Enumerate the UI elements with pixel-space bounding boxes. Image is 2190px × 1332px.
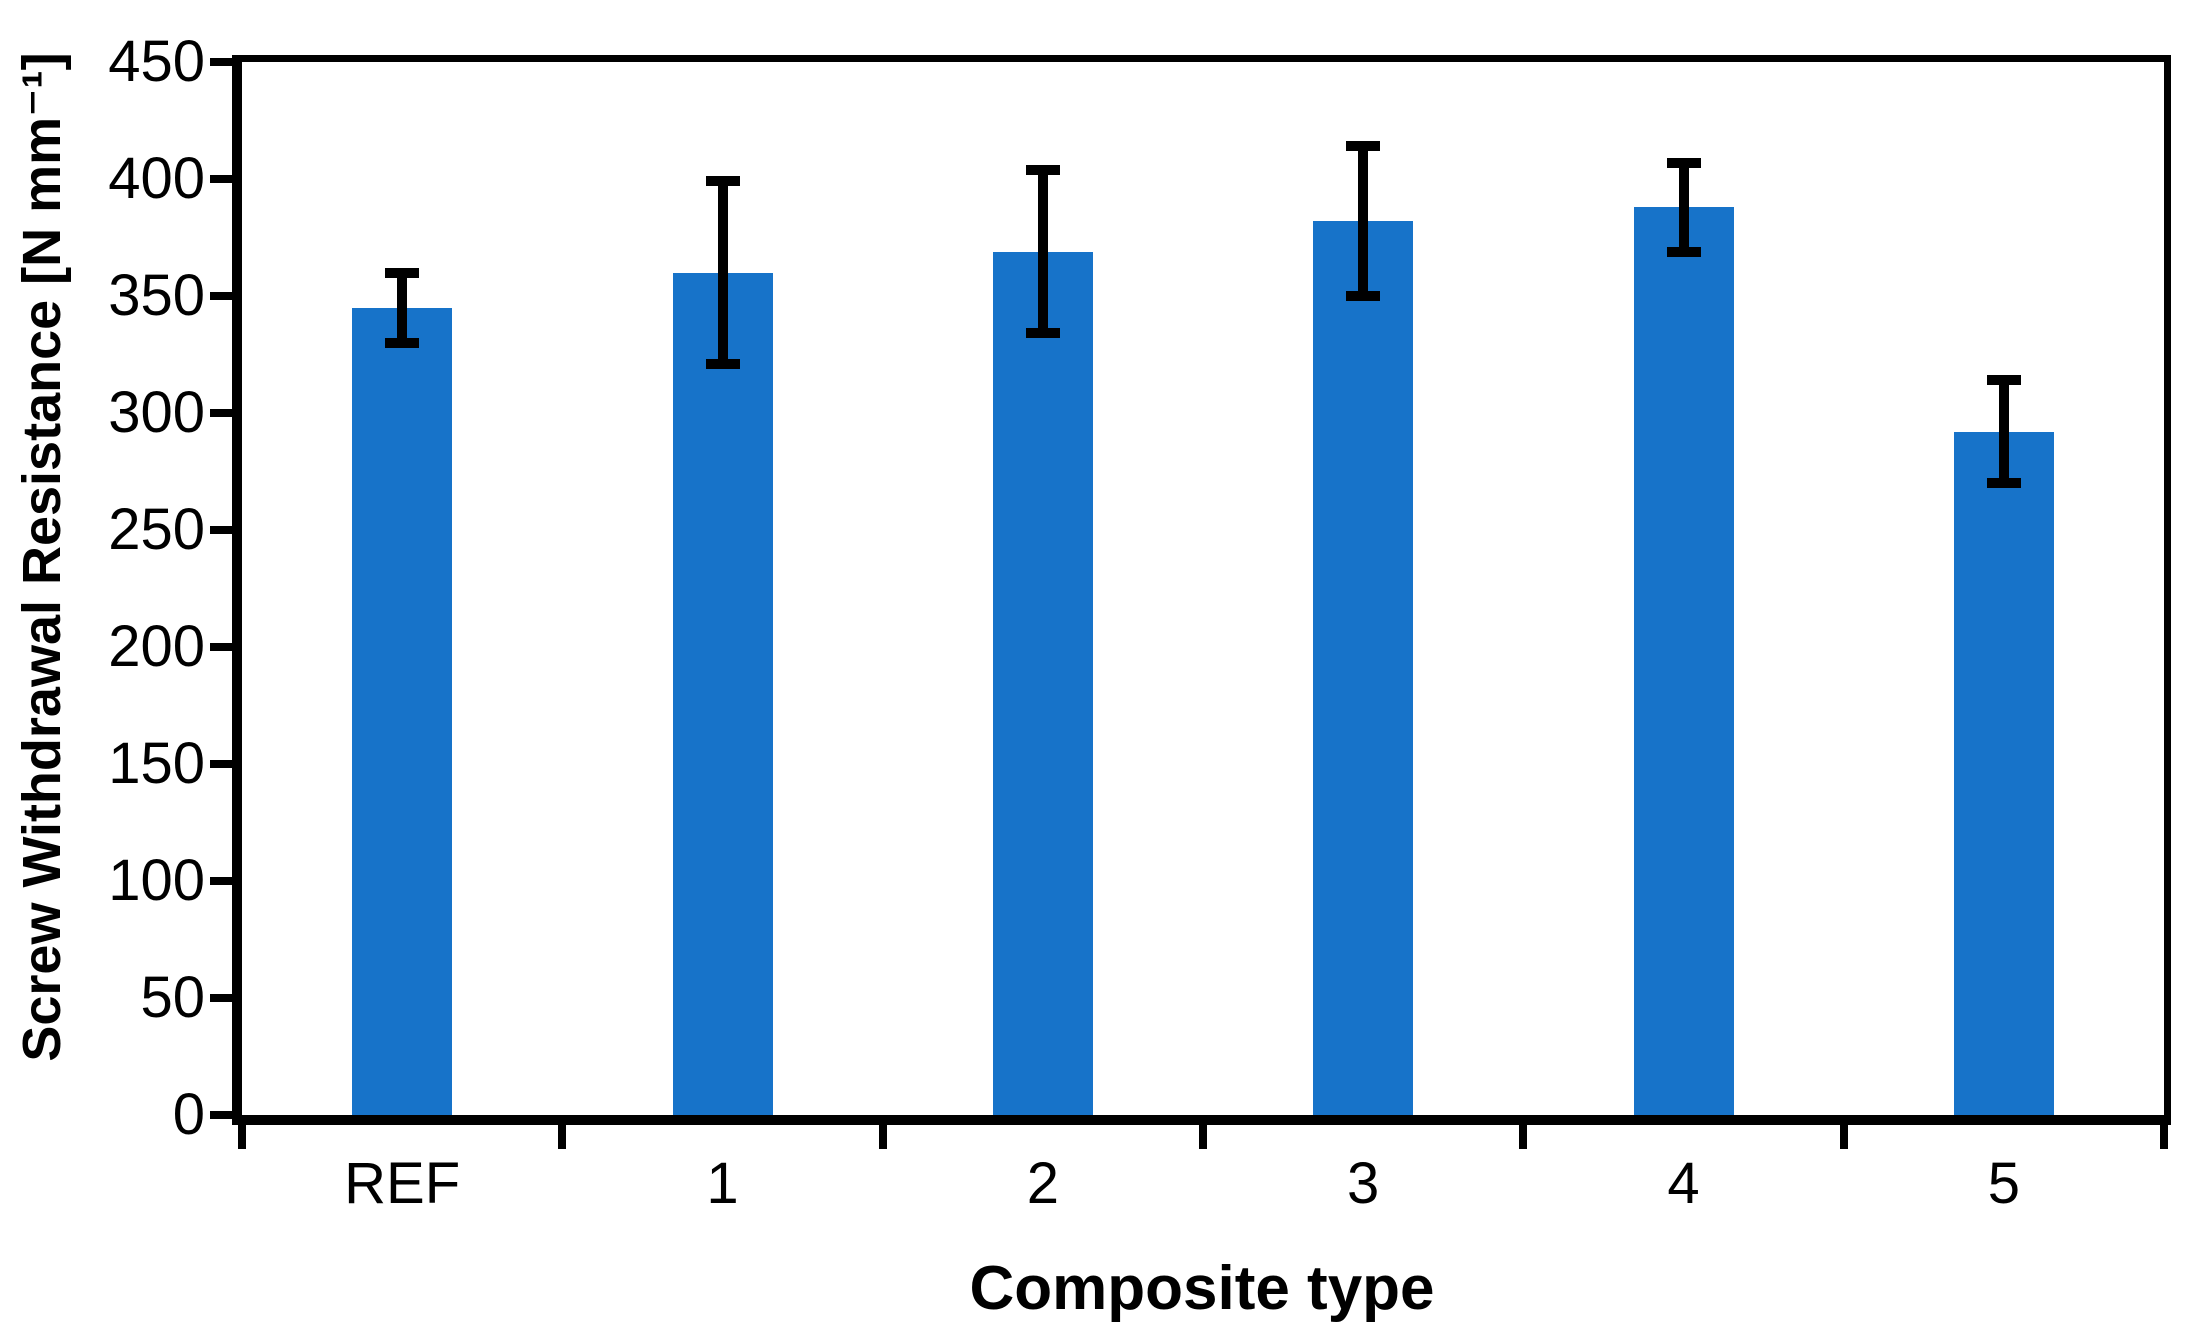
error-bar-line — [1037, 169, 1048, 334]
error-bar-cap-top — [1666, 157, 1701, 168]
y-tick-label: 50 — [140, 965, 205, 1030]
y-tick-label: 400 — [108, 146, 205, 211]
error-bar-cap-top — [385, 267, 420, 278]
error-bar-cap-bottom — [1986, 478, 2021, 489]
y-tick-label: 300 — [108, 380, 205, 445]
y-tick-label: 200 — [108, 614, 205, 679]
bar-5 — [1953, 431, 2054, 1115]
x-axis-tick — [878, 1125, 887, 1149]
y-axis-tick — [210, 175, 232, 183]
y-tick-label: 250 — [108, 497, 205, 562]
y-tick-label: 450 — [108, 29, 205, 94]
x-tick-label-1: 1 — [706, 1151, 739, 1216]
y-axis-tick — [210, 409, 232, 417]
y-tick-label: 150 — [108, 731, 205, 796]
plot-area: 0 50 100 150 200 250 300 350 400 450 REF 1 2 3 4 5 — [108, 33, 2171, 1213]
x-tick-label-3: 3 — [1347, 1151, 1380, 1216]
bar-1 — [672, 272, 773, 1115]
error-bar-cap-bottom — [1025, 328, 1060, 339]
x-tick-label-ref: REF — [344, 1151, 461, 1216]
plot-inner-area: 0 50 100 150 200 250 300 350 400 450 REF 1 2 3 4 5 — [108, 33, 2168, 1213]
x-tick-label-2: 2 — [1026, 1151, 1059, 1216]
error-bar-line — [397, 272, 408, 343]
error-bar-cap-top — [1346, 141, 1381, 152]
y-axis-tick — [210, 877, 232, 885]
x-tick-label-5: 5 — [1987, 1151, 2020, 1216]
x-axis-tick — [1839, 1125, 1848, 1149]
y-tick-label: 0 — [172, 1082, 205, 1147]
y-axis-tick — [210, 760, 232, 768]
x-axis-tick — [2160, 1125, 2168, 1149]
y-axis-tick — [210, 292, 232, 300]
x-axis-tick — [238, 1125, 246, 1149]
error-bar-line — [717, 181, 728, 364]
y-axis-tick — [210, 994, 232, 1002]
error-bar-cap-bottom — [1666, 246, 1701, 257]
error-bar-cap-top — [1025, 164, 1060, 175]
y-axis-tick — [210, 58, 232, 66]
error-bar-cap-bottom — [705, 358, 740, 369]
y-tick-label: 350 — [108, 263, 205, 328]
bar-4 — [1633, 207, 1734, 1115]
error-bar-line — [1678, 162, 1689, 252]
x-axis-tick — [1519, 1125, 1528, 1149]
y-axis-tick — [210, 643, 232, 651]
error-bar-line — [1358, 146, 1369, 296]
x-axis-tick — [1199, 1125, 1207, 1149]
bar-3 — [1313, 221, 1414, 1115]
x-axis-tick — [558, 1125, 567, 1149]
error-bar-cap-bottom — [385, 337, 420, 348]
x-tick-label-4: 4 — [1667, 1151, 1700, 1216]
y-axis-title: Screw Withdrawal Resistance [N mm⁻¹] — [12, 52, 72, 1062]
x-axis-title: Composite type — [969, 1254, 1435, 1323]
error-bar-cap-top — [705, 176, 740, 187]
y-axis-tick — [210, 1111, 232, 1119]
error-bar-cap-bottom — [1346, 291, 1381, 301]
error-bar-line — [1998, 380, 2009, 484]
bar-2 — [992, 251, 1093, 1115]
error-bar-cap-top — [1986, 375, 2021, 386]
y-axis-tick — [210, 526, 232, 534]
y-tick-label: 100 — [108, 848, 205, 913]
bar-ref — [352, 307, 453, 1115]
